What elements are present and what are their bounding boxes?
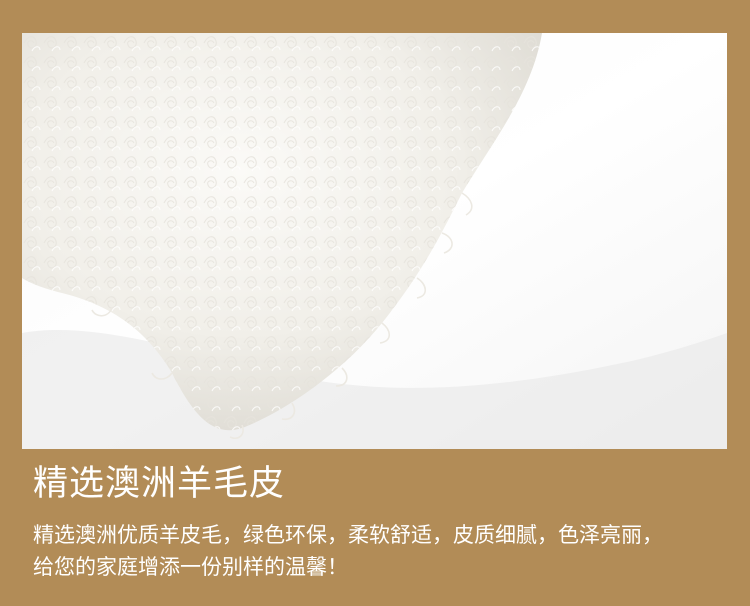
description-line-1: 精选澳洲优质羊皮毛，绿色环保，柔软舒适，皮质细腻，色泽亮丽， (33, 523, 663, 547)
fur-pillow-image (22, 33, 727, 449)
headline: 精选澳洲羊毛皮 (33, 464, 286, 504)
description: 精选澳洲优质羊皮毛，绿色环保，柔软舒适，皮质细腻，色泽亮丽， 给您的家庭增添一份… (33, 519, 723, 583)
description-line-2: 给您的家庭增添一份别样的温馨！ (33, 555, 348, 579)
product-photo (22, 33, 727, 449)
